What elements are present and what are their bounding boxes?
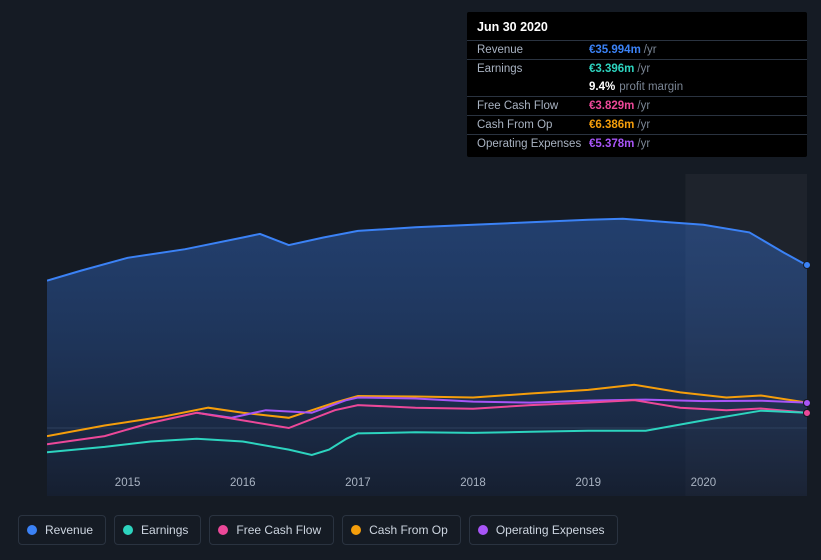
tooltip-label: Revenue [477, 44, 589, 56]
tooltip-unit: /yr [644, 44, 657, 56]
legend: Revenue Earnings Free Cash Flow Cash From O… [18, 515, 803, 545]
tooltip-label: Free Cash Flow [477, 100, 589, 112]
legend-label: Cash From Op [369, 523, 448, 537]
tooltip-row: Revenue€35.994m/yr [467, 40, 807, 59]
tooltip-value: €3.396m [589, 63, 634, 75]
legend-item-cfo[interactable]: Cash From Op [342, 515, 461, 545]
legend-swatch [478, 525, 488, 535]
chart-svg [47, 174, 807, 496]
profit-margin-text: profit margin [619, 81, 683, 93]
x-axis: 2015 2016 2017 2018 2019 2020 [47, 477, 807, 497]
fcf-end-marker [803, 409, 811, 417]
x-tick-label: 2020 [691, 477, 717, 489]
tooltip-row: Free Cash Flow€3.829m/yr [467, 96, 807, 115]
legend-item-opex[interactable]: Operating Expenses [469, 515, 618, 545]
x-tick-label: 2016 [230, 477, 256, 489]
tooltip-panel: Jun 30 2020 Revenue€35.994m/yrEarnings€3… [467, 12, 807, 157]
x-tick-label: 2019 [575, 477, 601, 489]
legend-swatch [27, 525, 37, 535]
tooltip-value: €5.378m [589, 138, 634, 150]
tooltip-value: €3.829m [589, 100, 634, 112]
x-tick-label: 2018 [460, 477, 486, 489]
tooltip-row: 9.4% profit margin [467, 78, 807, 96]
tooltip-unit: /yr [637, 63, 650, 75]
tooltip-label: Cash From Op [477, 119, 589, 131]
legend-item-revenue[interactable]: Revenue [18, 515, 106, 545]
tooltip-label: Earnings [477, 63, 589, 75]
opex-end-marker [803, 399, 811, 407]
legend-label: Free Cash Flow [236, 523, 321, 537]
legend-swatch [351, 525, 361, 535]
tooltip-value: €35.994m [589, 44, 641, 56]
legend-label: Revenue [45, 523, 93, 537]
legend-label: Earnings [141, 523, 188, 537]
tooltip-row: Operating Expenses€5.378m/yr [467, 134, 807, 153]
revenue-area [47, 219, 807, 496]
legend-item-earnings[interactable]: Earnings [114, 515, 201, 545]
tooltip-label: Operating Expenses [477, 138, 589, 150]
x-tick-label: 2017 [345, 477, 371, 489]
revenue-end-marker [803, 261, 811, 269]
profit-margin-pct: 9.4% [589, 81, 615, 93]
legend-swatch [218, 525, 228, 535]
tooltip-date: Jun 30 2020 [467, 12, 807, 40]
legend-swatch [123, 525, 133, 535]
tooltip-value: €6.386m [589, 119, 634, 131]
chart-plot-area[interactable] [47, 174, 807, 496]
tooltip-unit: /yr [637, 100, 650, 112]
tooltip-unit: /yr [637, 119, 650, 131]
legend-label: Operating Expenses [496, 523, 605, 537]
tooltip-row: Cash From Op€6.386m/yr [467, 115, 807, 134]
x-tick-label: 2015 [115, 477, 141, 489]
tooltip-row: Earnings€3.396m/yr [467, 59, 807, 78]
tooltip-unit: /yr [637, 138, 650, 150]
legend-item-fcf[interactable]: Free Cash Flow [209, 515, 334, 545]
